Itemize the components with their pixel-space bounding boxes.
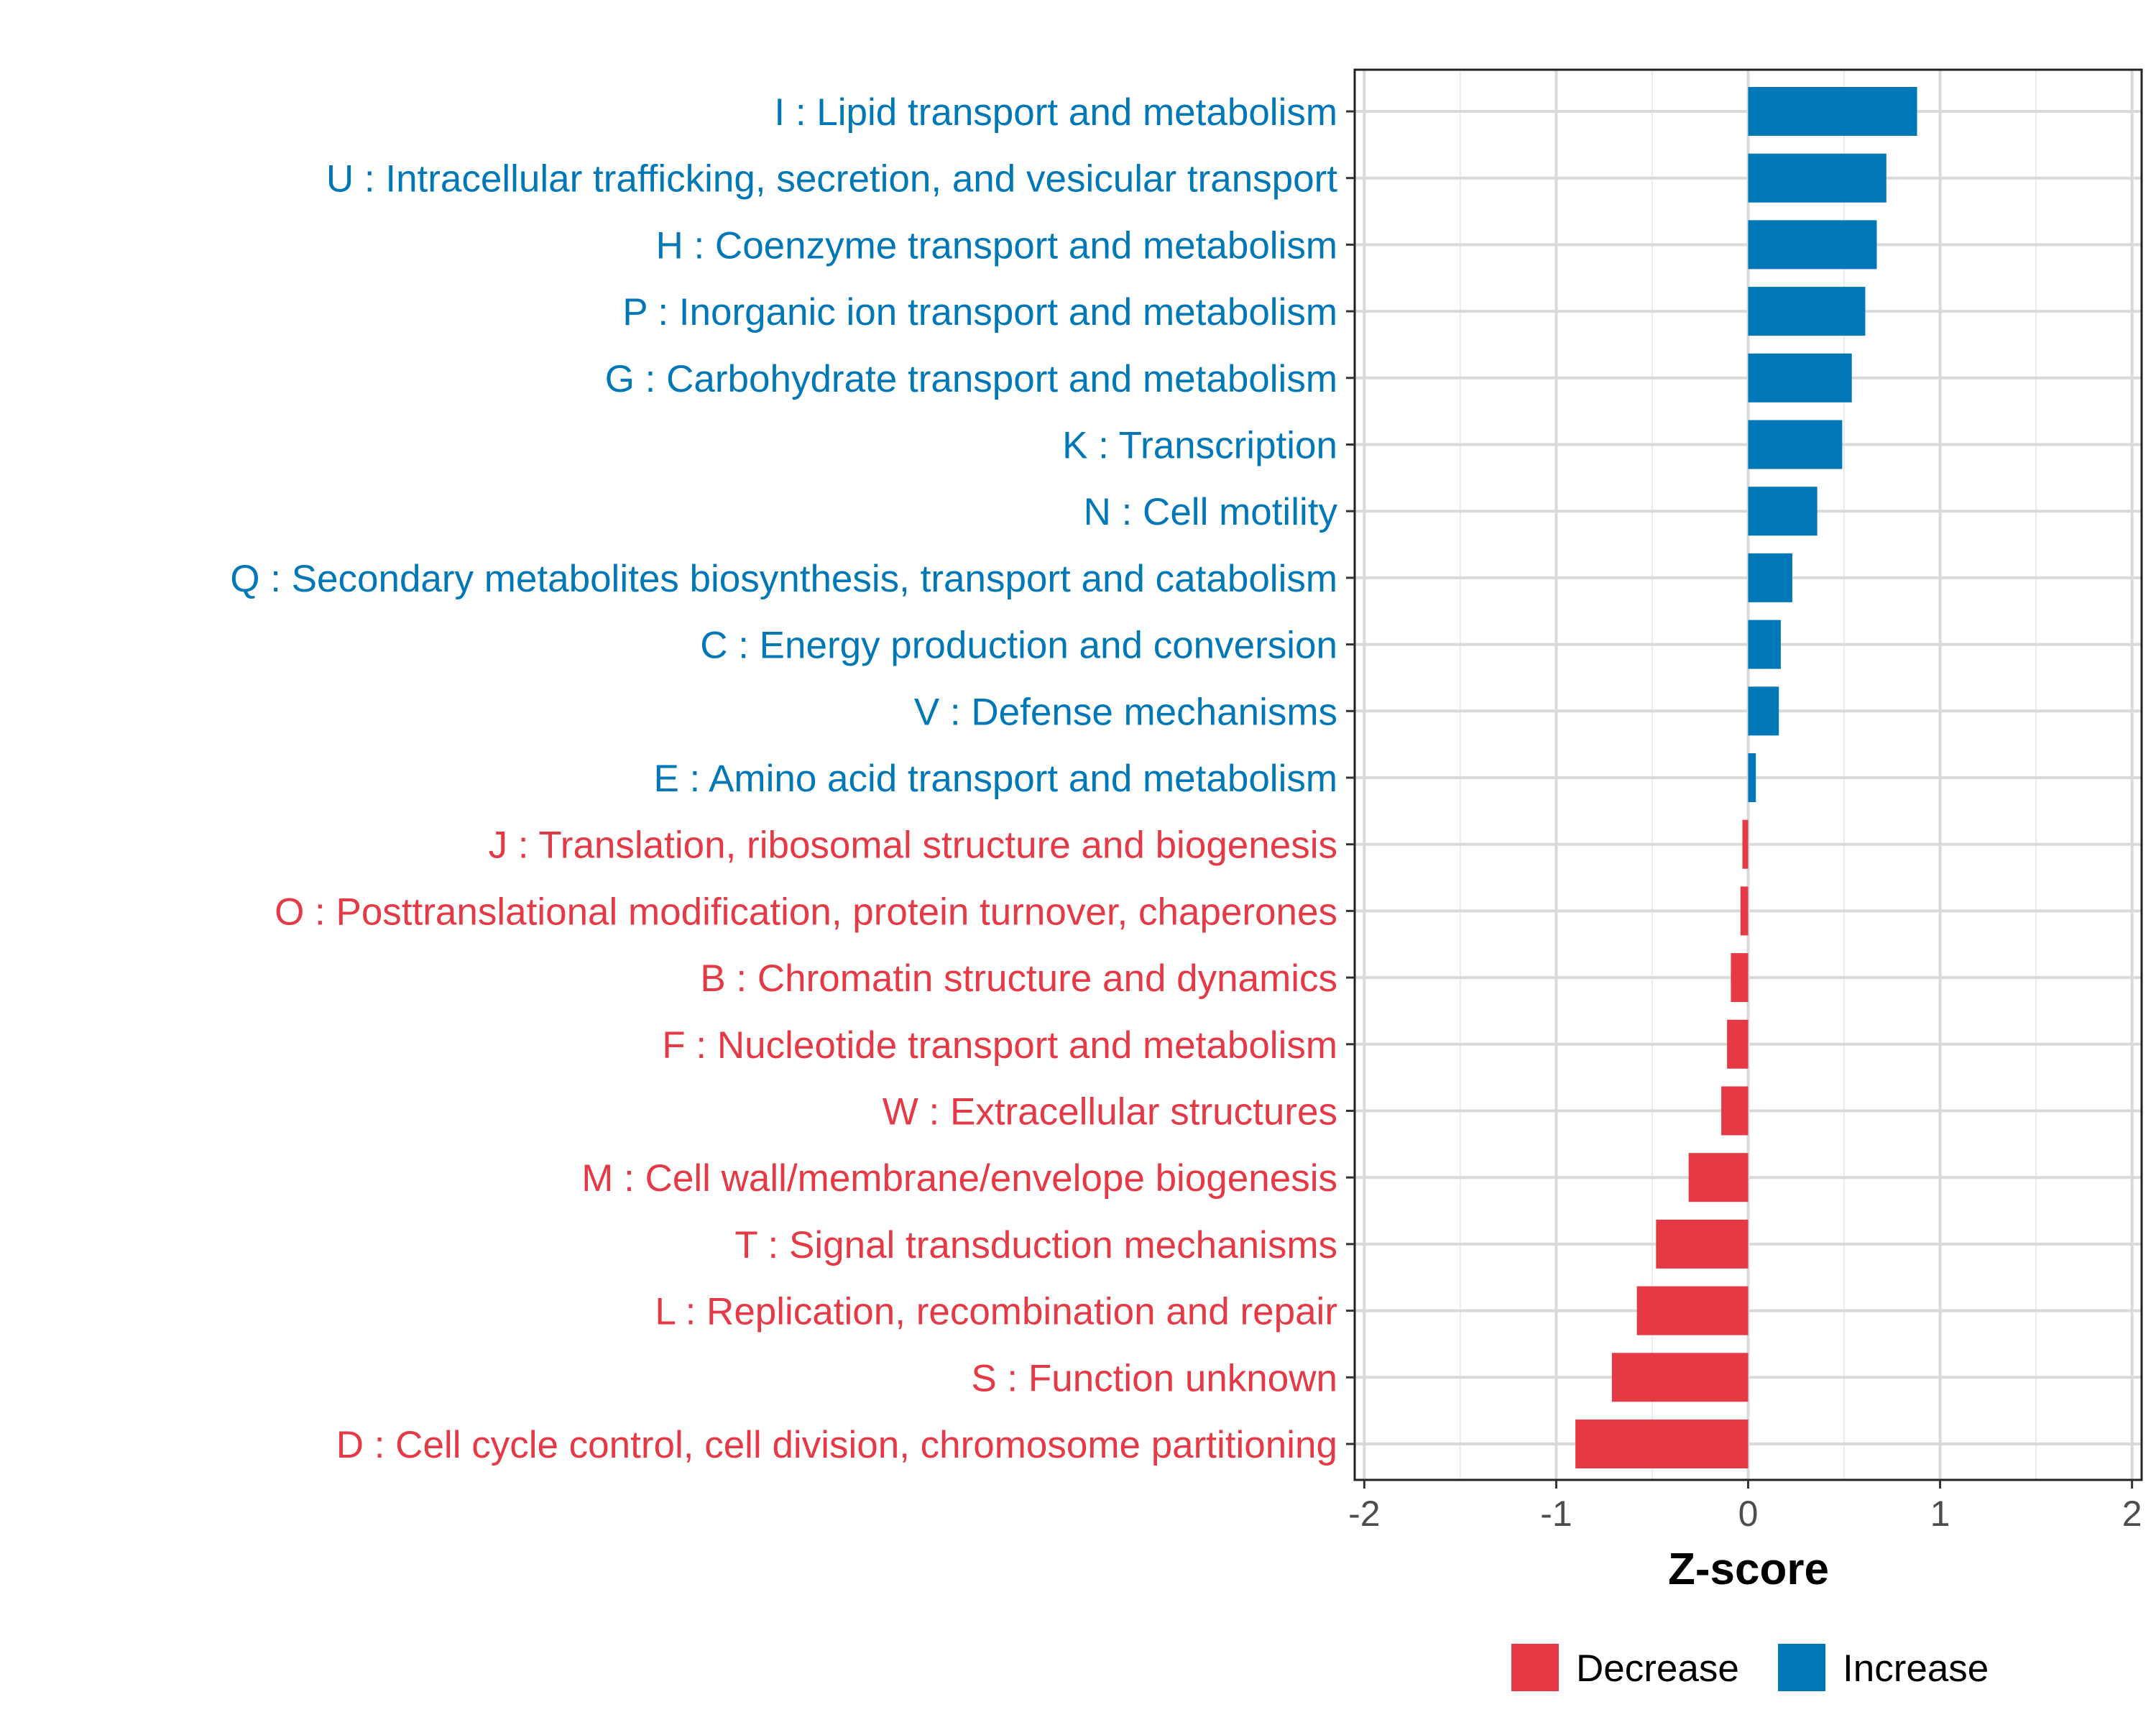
y-tick-label: N : Cell motility bbox=[1084, 491, 1338, 533]
y-tick-label: Q : Secondary metabolites biosynthesis, … bbox=[230, 558, 1337, 600]
bar bbox=[1727, 1019, 1749, 1069]
y-tick-label: B : Chromatin structure and dynamics bbox=[700, 957, 1337, 1000]
x-tick-label: -2 bbox=[1348, 1494, 1380, 1534]
bar bbox=[1611, 1353, 1749, 1402]
y-tick-label: F : Nucleotide transport and metabolism bbox=[662, 1024, 1337, 1067]
y-tick-label: G : Carbohydrate transport and metabolis… bbox=[605, 358, 1337, 400]
bar bbox=[1748, 420, 1843, 469]
bar bbox=[1748, 220, 1877, 270]
bar bbox=[1748, 287, 1866, 336]
y-tick-label: K : Transcription bbox=[1062, 425, 1337, 467]
bar bbox=[1575, 1420, 1749, 1468]
y-tick-label: S : Function unknown bbox=[971, 1357, 1337, 1399]
bar bbox=[1721, 1086, 1749, 1136]
bar bbox=[1748, 620, 1781, 669]
bar bbox=[1748, 487, 1818, 536]
x-tick-label: -1 bbox=[1540, 1494, 1572, 1534]
legend: Decrease Increase bbox=[1511, 1644, 1989, 1691]
bar bbox=[1688, 1153, 1749, 1202]
bar-layer bbox=[1575, 87, 1917, 1468]
legend-key bbox=[1511, 1644, 1559, 1691]
y-tick-label: J : Translation, ribosomal structure and… bbox=[489, 824, 1337, 867]
bar bbox=[1748, 353, 1852, 402]
legend-key bbox=[1778, 1644, 1825, 1691]
legend-label: Decrease bbox=[1576, 1647, 1739, 1690]
bar bbox=[1731, 953, 1749, 1003]
y-tick-label: H : Coenzyme transport and metabolism bbox=[655, 224, 1337, 267]
y-tick-label: M : Cell wall/membrane/envelope biogenes… bbox=[581, 1157, 1337, 1200]
y-axis: I : Lipid transport and metabolism U : In… bbox=[230, 91, 1355, 1466]
bar bbox=[1748, 153, 1886, 203]
x-tick-label: 2 bbox=[2122, 1494, 2142, 1534]
bar bbox=[1656, 1219, 1749, 1269]
y-tick-label: E : Amino acid transport and metabolism bbox=[653, 758, 1337, 800]
y-tick-label: T : Signal transduction mechanisms bbox=[734, 1224, 1337, 1266]
y-tick-label: P : Inorganic ion transport and metaboli… bbox=[622, 291, 1337, 334]
y-tick-label: W : Extracellular structures bbox=[883, 1091, 1337, 1133]
y-tick-label: V : Defense mechanisms bbox=[914, 691, 1337, 733]
y-tick-label: U : Intracellular trafficking, secretion… bbox=[326, 158, 1337, 201]
bar bbox=[1742, 819, 1749, 869]
y-tick-label: L : Replication, recombination and repai… bbox=[655, 1291, 1337, 1333]
bar bbox=[1748, 753, 1756, 802]
y-tick-label: C : Energy production and conversion bbox=[700, 625, 1337, 667]
y-tick-label: O : Posttranslational modification, prot… bbox=[275, 891, 1337, 933]
bar bbox=[1748, 553, 1792, 602]
bar bbox=[1636, 1286, 1749, 1335]
x-axis-title: Z-score bbox=[1668, 1545, 1829, 1594]
bar bbox=[1748, 686, 1779, 736]
x-axis: -2 -1 0 1 2 bbox=[1348, 1480, 2142, 1534]
y-tick-label: I : Lipid transport and metabolism bbox=[774, 91, 1337, 134]
x-tick-label: 0 bbox=[1738, 1494, 1759, 1534]
bar bbox=[1740, 886, 1749, 936]
y-tick-label: D : Cell cycle control, cell division, c… bbox=[336, 1424, 1337, 1466]
x-tick-label: 1 bbox=[1930, 1494, 1950, 1534]
legend-label: Increase bbox=[1843, 1647, 1989, 1690]
bar bbox=[1748, 87, 1917, 136]
